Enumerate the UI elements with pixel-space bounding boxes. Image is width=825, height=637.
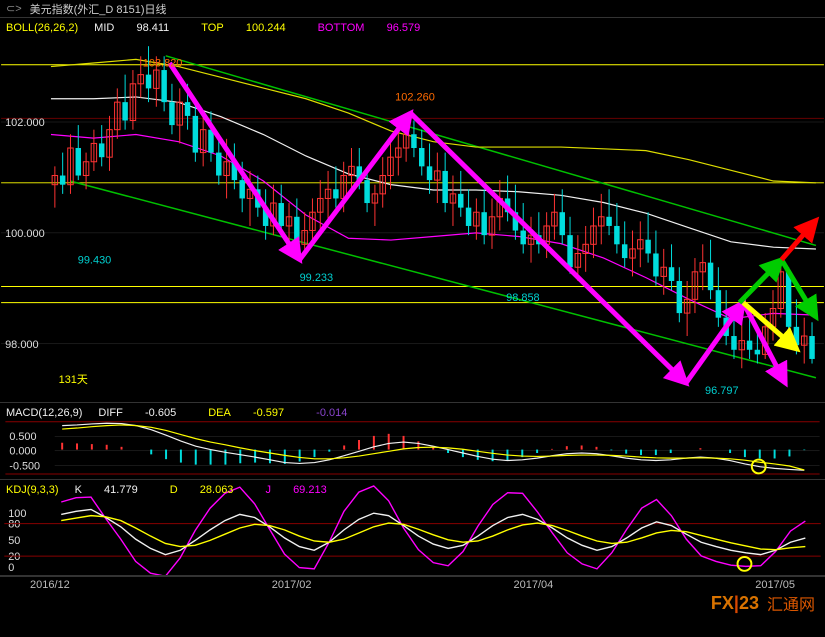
svg-text:-0.500: -0.500 — [9, 460, 40, 472]
kdj-indicator-bar: KDJ(9,3,3) K 41.779 D 28.063 J 69.213 — [0, 482, 365, 498]
kdj-d-value: 28.063 — [200, 484, 234, 496]
kdj-panel: KDJ(9,3,3) K 41.779 D 28.063 J 69.213 10… — [0, 480, 825, 576]
xaxis-label: 2017/02 — [272, 579, 312, 591]
price-chart-svg: 102.000 100.000 98.000 103.820 102.260 99.430… — [0, 18, 825, 402]
svg-text:103.820: 103.820 — [143, 58, 183, 70]
svg-text:100.000: 100.000 — [5, 228, 45, 240]
watermark: FX|23 汇通网 — [711, 591, 815, 615]
boll-label: BOLL(26,26,2) — [6, 22, 78, 34]
xaxis-label: 2017/05 — [755, 579, 795, 591]
svg-text:0: 0 — [8, 561, 14, 573]
svg-text:102.260: 102.260 — [395, 92, 435, 104]
svg-text:0.500: 0.500 — [9, 431, 36, 443]
boll-mid-label: MID — [94, 22, 114, 34]
kdj-label: KDJ(9,3,3) — [6, 484, 59, 496]
boll-mid-value: 98.411 — [136, 22, 169, 34]
boll-bottom-label: BOTTOM — [318, 22, 365, 34]
svg-text:98.858: 98.858 — [506, 292, 540, 304]
macd-label: MACD(12,26,9) — [6, 407, 82, 419]
svg-text:99.430: 99.430 — [78, 254, 112, 266]
macd-diff-value: -0.605 — [145, 407, 176, 419]
svg-text:50: 50 — [8, 534, 20, 546]
price-panel: BOLL(26,26,2) MID 98.411 TOP 100.244 BOT… — [0, 18, 825, 403]
macd-panel: MACD(12,26,9) DIFF -0.605 DEA -0.597 -0.… — [0, 403, 825, 480]
chart-header: ⊂> 美元指数(外汇_D 8151)日线 — [0, 0, 825, 18]
kdj-j-value: 69.213 — [293, 484, 327, 496]
boll-top-value: 100.244 — [246, 22, 286, 34]
x-axis: 2016/12 2017/02 2017/04 2017/05 — [0, 576, 825, 594]
svg-text:102.000: 102.000 — [5, 117, 45, 129]
macd-dea-value: -0.597 — [253, 407, 284, 419]
boll-top-label: TOP — [201, 22, 223, 34]
svg-text:96.797: 96.797 — [705, 385, 739, 397]
macd-indicator-bar: MACD(12,26,9) DIFF -0.605 DEA -0.597 -0.… — [0, 405, 369, 421]
boll-indicator-bar: BOLL(26,26,2) MID 98.411 TOP 100.244 BOT… — [0, 20, 458, 36]
svg-text:98.000: 98.000 — [5, 339, 39, 351]
link-icon: ⊂> — [6, 2, 22, 15]
svg-text:99.233: 99.233 — [300, 272, 334, 284]
chart-title: 美元指数(外汇_D 8151)日线 — [30, 1, 167, 17]
xaxis-label: 2016/12 — [30, 579, 70, 591]
svg-text:0.000: 0.000 — [9, 445, 36, 457]
svg-text:131天: 131天 — [59, 374, 88, 386]
svg-text:80: 80 — [8, 518, 20, 530]
boll-bottom-value: 96.579 — [387, 22, 421, 34]
macd-hist-value: -0.014 — [316, 407, 347, 419]
kdj-k-value: 41.779 — [104, 484, 138, 496]
xaxis-label: 2017/04 — [513, 579, 553, 591]
